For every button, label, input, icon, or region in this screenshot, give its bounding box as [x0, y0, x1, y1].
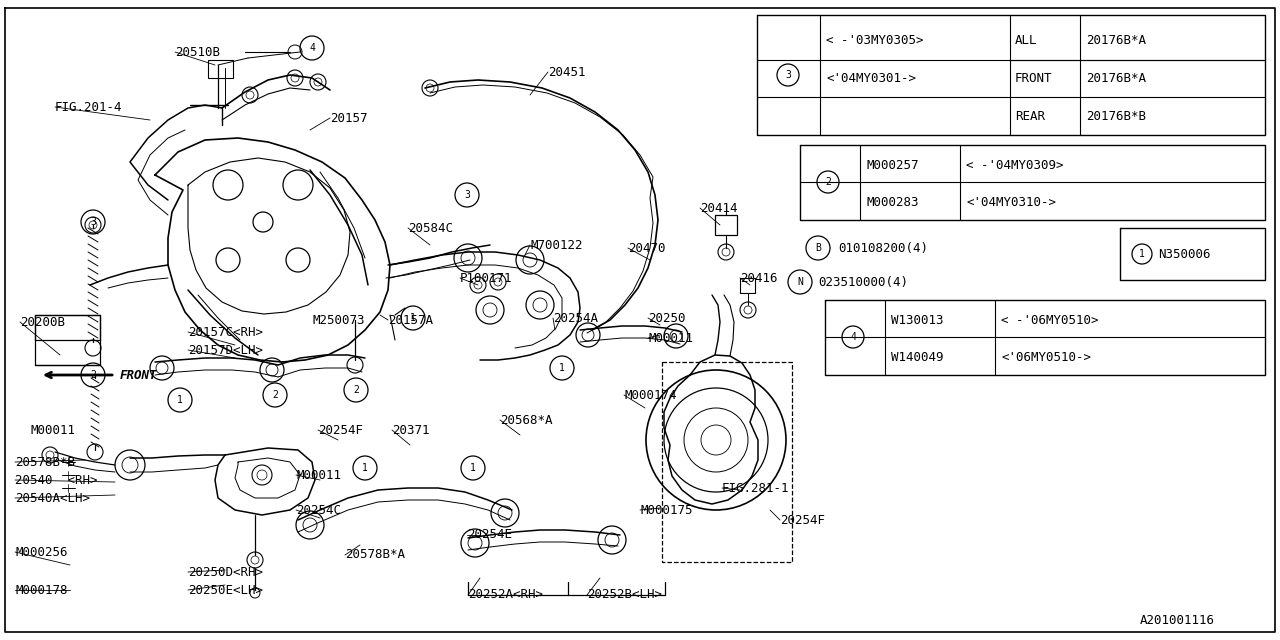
Text: 3: 3: [90, 217, 96, 227]
Text: 20250E<LH>: 20250E<LH>: [188, 584, 262, 596]
Text: < -'04MY0309>: < -'04MY0309>: [966, 159, 1064, 172]
Text: M000175: M000175: [640, 504, 692, 516]
Text: FIG.201-4: FIG.201-4: [55, 100, 123, 113]
Text: 20250: 20250: [648, 312, 686, 324]
Text: 20451: 20451: [548, 65, 585, 79]
Text: 20252A<RH>: 20252A<RH>: [468, 589, 543, 602]
Text: 1: 1: [470, 463, 476, 473]
Text: <'04MY0310->: <'04MY0310->: [966, 195, 1056, 209]
Text: 20510B: 20510B: [175, 45, 220, 58]
Bar: [209, 60, 233, 78]
Text: 20540A<LH>: 20540A<LH>: [15, 492, 90, 504]
Text: 20157D<LH>: 20157D<LH>: [188, 344, 262, 356]
Text: 2: 2: [826, 177, 831, 187]
Text: 20371: 20371: [392, 424, 430, 436]
Text: W140049: W140049: [891, 351, 943, 364]
Text: < -'06MY0510>: < -'06MY0510>: [1001, 314, 1098, 326]
Text: <'04MY0301->: <'04MY0301->: [826, 72, 916, 84]
Text: FIG.281-1: FIG.281-1: [722, 481, 790, 495]
Text: 2: 2: [90, 370, 96, 380]
Text: P100171: P100171: [460, 271, 512, 285]
Text: 010108200(4): 010108200(4): [838, 241, 928, 255]
Text: 20176B*B: 20176B*B: [1085, 109, 1146, 122]
Text: M00011: M00011: [29, 424, 76, 436]
Text: W130013: W130013: [891, 314, 943, 326]
Text: 20540  <RH>: 20540 <RH>: [15, 474, 97, 486]
Text: 20254E: 20254E: [467, 529, 512, 541]
Text: M00011: M00011: [648, 332, 692, 344]
Text: 1: 1: [559, 363, 564, 373]
Text: M000178: M000178: [15, 584, 68, 596]
Text: 20176B*A: 20176B*A: [1085, 33, 1146, 47]
Text: 20254C: 20254C: [296, 504, 340, 516]
Bar: [35, 315, 100, 365]
Text: M000174: M000174: [625, 388, 677, 401]
Text: < -'03MY0305>: < -'03MY0305>: [826, 33, 923, 47]
Text: ALL: ALL: [1015, 33, 1038, 47]
Text: M250073: M250073: [312, 314, 365, 326]
Text: 2: 2: [353, 385, 358, 395]
Text: 1: 1: [1139, 249, 1144, 259]
Text: 20254F: 20254F: [780, 513, 826, 527]
Text: 1: 1: [177, 395, 183, 405]
Text: 20157: 20157: [330, 111, 367, 125]
Text: 1: 1: [362, 463, 367, 473]
Text: 20416: 20416: [740, 271, 777, 285]
Text: 20157C<RH>: 20157C<RH>: [188, 326, 262, 339]
Text: 20578B*A: 20578B*A: [346, 548, 404, 561]
Text: N350006: N350006: [1158, 248, 1211, 260]
Text: FRONT: FRONT: [1015, 72, 1052, 84]
Text: 1: 1: [410, 313, 416, 323]
Text: A201001116: A201001116: [1140, 614, 1215, 627]
Text: REAR: REAR: [1015, 109, 1044, 122]
Text: M000257: M000257: [867, 159, 919, 172]
Text: 20252B<LH>: 20252B<LH>: [588, 589, 662, 602]
Text: 20200B: 20200B: [20, 316, 65, 328]
Text: <'06MY0510->: <'06MY0510->: [1001, 351, 1091, 364]
Text: 20254A: 20254A: [553, 312, 598, 324]
Text: 4: 4: [850, 332, 856, 342]
Text: 20176B*A: 20176B*A: [1085, 72, 1146, 84]
Text: 20157A: 20157A: [388, 314, 433, 326]
Bar: [662, 362, 792, 562]
Text: M000256: M000256: [15, 545, 68, 559]
Text: 20250D<RH>: 20250D<RH>: [188, 566, 262, 579]
Text: N: N: [797, 277, 803, 287]
Text: 023510000(4): 023510000(4): [818, 275, 908, 289]
Text: 20470: 20470: [628, 241, 666, 255]
Text: 20578B*B: 20578B*B: [15, 456, 76, 468]
Text: 20568*A: 20568*A: [500, 413, 553, 426]
Text: 4: 4: [308, 43, 315, 53]
Text: 3: 3: [785, 70, 791, 80]
Text: 20254F: 20254F: [317, 424, 364, 436]
Text: 20414: 20414: [700, 202, 737, 214]
Text: FRONT: FRONT: [120, 369, 157, 381]
Text: M00011: M00011: [296, 468, 340, 481]
Bar: [740, 278, 755, 293]
Text: B: B: [815, 243, 820, 253]
Text: 2: 2: [273, 390, 278, 400]
Text: M000283: M000283: [867, 195, 919, 209]
Text: 3: 3: [465, 190, 470, 200]
Text: M700122: M700122: [530, 239, 582, 252]
Bar: [716, 215, 737, 235]
Text: 20584C: 20584C: [408, 221, 453, 234]
